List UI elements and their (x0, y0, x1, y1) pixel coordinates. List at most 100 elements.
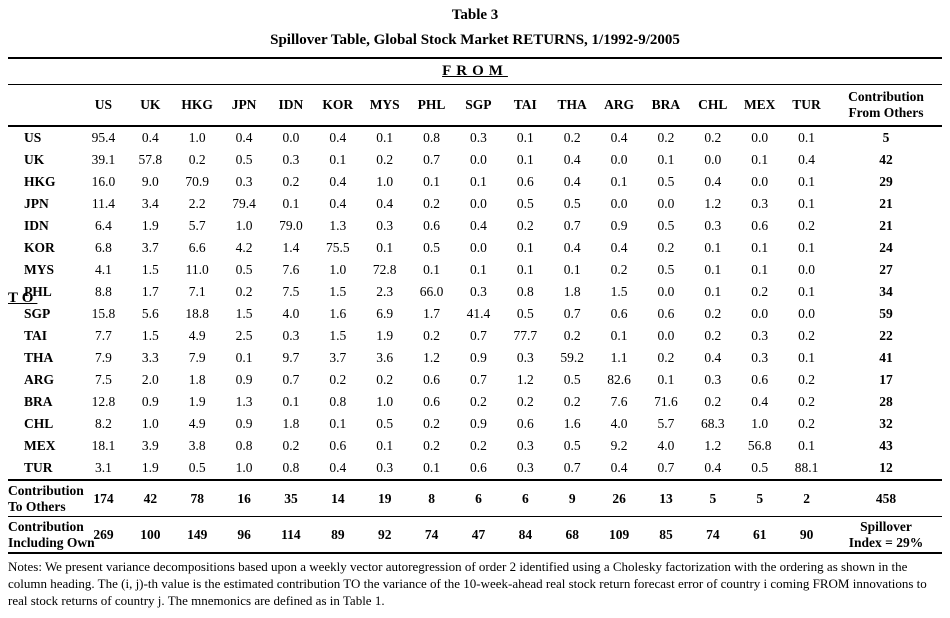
cell-jpn-tha: 0.5 (563, 196, 581, 211)
cell-tai-kor: 1.5 (329, 328, 347, 343)
cell-mex-hkg: 3.8 (188, 438, 206, 453)
cell-kor-mys: 0.1 (376, 240, 394, 255)
cell-phl-bra: 0.0 (657, 284, 675, 299)
cell-chl-bra: 5.7 (657, 416, 675, 431)
summary-cell-hkg: 149 (187, 526, 208, 542)
cell-kor-tha: 0.4 (563, 240, 581, 255)
col-header-bra: BRA (651, 97, 681, 112)
cell-idn-mys: 0.3 (376, 218, 394, 233)
cell-jpn-tur: 0.1 (798, 196, 815, 211)
spillover-index: Spillover Index = 29% (830, 517, 942, 554)
cell-uk-hkg: 0.2 (188, 152, 206, 167)
cell-us-sgp: 0.3 (470, 130, 487, 145)
cell-phl-uk: 1.7 (141, 284, 159, 299)
table-row-arg: ARG 7.5 2.0 1.8 0.9 0.7 0.2 0.2 0.6 0.7 1.2 0.5 82.6… (8, 369, 942, 391)
row-label-tha: THA (24, 350, 54, 365)
summary-cell-tai: 84 (518, 526, 533, 542)
cell-us-bra: 0.2 (657, 130, 675, 145)
cell-us-tai: 0.1 (516, 130, 534, 145)
cell-us-mex: 0.0 (751, 130, 769, 145)
cell-mex-bra: 4.0 (657, 438, 675, 453)
cell-chl-sgp: 0.9 (470, 416, 487, 431)
summary-cell-us: 269 (93, 526, 114, 542)
summary-cell-tha: 68 (565, 526, 579, 542)
cell-tur-mys: 0.3 (376, 460, 394, 475)
summary-cell-tur: 90 (799, 526, 814, 542)
cell-mys-uk: 1.5 (141, 262, 159, 277)
cell-bra-sgp: 0.2 (470, 394, 487, 409)
cell-us-tha: 0.2 (563, 130, 581, 145)
from-axis-wrap: FROM (0, 62, 950, 80)
cell-tur-arg: 0.4 (610, 460, 628, 475)
table-row-mex: MEX 18.1 3.9 3.8 0.8 0.2 0.6 0.1 0.2 0.2 0.3 0.5 9.2… (8, 435, 942, 457)
cell-mys-chl: 0.1 (704, 262, 722, 277)
cell-jpn-hkg: 2.2 (188, 196, 206, 211)
cell-tha-tha: 59.2 (560, 350, 584, 365)
cell-mys-tai: 0.1 (516, 262, 534, 277)
cell-hkg-bra: 0.5 (657, 174, 675, 189)
cell-tur-sgp: 0.6 (470, 460, 487, 475)
cell-bra-hkg: 1.9 (188, 394, 206, 409)
summary-cell-jpn: 96 (237, 526, 251, 542)
cell-chl-idn: 1.8 (282, 416, 300, 431)
cell-jpn-uk: 3.4 (141, 196, 159, 211)
cell-phl-idn: 7.5 (282, 284, 300, 299)
cell-jpn-contribution: 21 (879, 196, 893, 211)
cell-mex-tur: 0.1 (798, 438, 815, 453)
cell-chl-kor: 0.1 (329, 416, 347, 431)
cell-hkg-mys: 1.0 (376, 174, 394, 189)
cell-mys-phl: 0.1 (423, 262, 440, 277)
cell-mex-kor: 0.6 (329, 438, 347, 453)
cell-kor-jpn: 4.2 (235, 240, 253, 255)
cell-tur-hkg: 0.5 (188, 460, 206, 475)
cell-phl-tai: 0.8 (516, 284, 534, 299)
cell-mys-contribution: 27 (879, 262, 893, 277)
cell-tai-bra: 0.0 (657, 328, 675, 343)
cell-tha-idn: 9.7 (282, 350, 300, 365)
table-footer: Contribution To Others 174 42 78 16 35 14 19 8 6 6 9… (8, 480, 942, 553)
cell-tai-arg: 0.1 (610, 328, 628, 343)
col-header-mex: MEX (743, 97, 776, 112)
cell-tha-bra: 0.2 (657, 350, 675, 365)
cell-kor-us: 6.8 (95, 240, 112, 255)
summary-cell-mex: 61 (752, 526, 767, 542)
cell-tha-mys: 3.6 (376, 350, 394, 365)
cell-tha-chl: 0.4 (704, 350, 722, 365)
cell-bra-bra: 71.6 (654, 394, 678, 409)
cell-arg-chl: 0.3 (704, 372, 722, 387)
summary-row-to-others: Contribution To Others 174 42 78 16 35 14 19 8 6 6 9… (8, 480, 942, 517)
cell-uk-tur: 0.4 (798, 152, 815, 167)
cell-phl-tha: 1.8 (563, 284, 581, 299)
table-row-tur: TUR 3.1 1.9 0.5 1.0 0.8 0.4 0.3 0.1 0.6 0.3 0.7 0.4 0… (8, 457, 942, 480)
label-line: Contribution (848, 89, 924, 105)
summary-cell-kor: 14 (331, 490, 345, 506)
summary-cell-arg: 26 (612, 490, 626, 506)
horizontal-rule-mid (8, 84, 942, 85)
cell-mys-idn: 7.6 (282, 262, 300, 277)
cell-bra-tai: 0.2 (516, 394, 534, 409)
spillover-table: US UK HKG JPN IDN KOR MYS PHL SGP TAI THA ARG BRA CHL… (8, 85, 942, 554)
table-body: US 95.4 0.4 1.0 0.4 0.0 0.4 0.1 0.8 0.3 0.1 0.2 0.4 0… (8, 126, 942, 480)
cell-chl-chl: 68.3 (701, 416, 725, 431)
cell-mex-arg: 9.2 (610, 438, 628, 453)
cell-mys-jpn: 0.5 (235, 262, 253, 277)
cell-tha-tai: 0.3 (516, 350, 534, 365)
cell-jpn-us: 11.4 (91, 196, 115, 211)
table-row-tha: THA 7.9 3.3 7.9 0.1 9.7 3.7 3.6 1.2 0.9 0.3 59.2 1.1… (8, 347, 942, 369)
cell-phl-kor: 1.5 (329, 284, 347, 299)
cell-hkg-contribution: 29 (879, 174, 893, 189)
summary-cell-arg: 109 (608, 526, 630, 542)
cell-chl-us: 8.2 (95, 416, 112, 431)
label-line: From Others (848, 105, 924, 120)
cell-bra-phl: 0.6 (423, 394, 440, 409)
corner-cell (8, 85, 80, 126)
cell-tai-idn: 0.3 (282, 328, 300, 343)
cell-chl-mex: 1.0 (751, 416, 769, 431)
cell-idn-tha: 0.7 (563, 218, 581, 233)
cell-tai-tur: 0.2 (798, 328, 815, 343)
summary-cell-mys: 92 (377, 526, 392, 542)
cell-sgp-uk: 5.6 (141, 306, 159, 321)
cell-bra-us: 12.8 (91, 394, 116, 409)
summary-cell-phl: 8 (428, 490, 435, 506)
cell-mex-contribution: 43 (879, 438, 893, 453)
